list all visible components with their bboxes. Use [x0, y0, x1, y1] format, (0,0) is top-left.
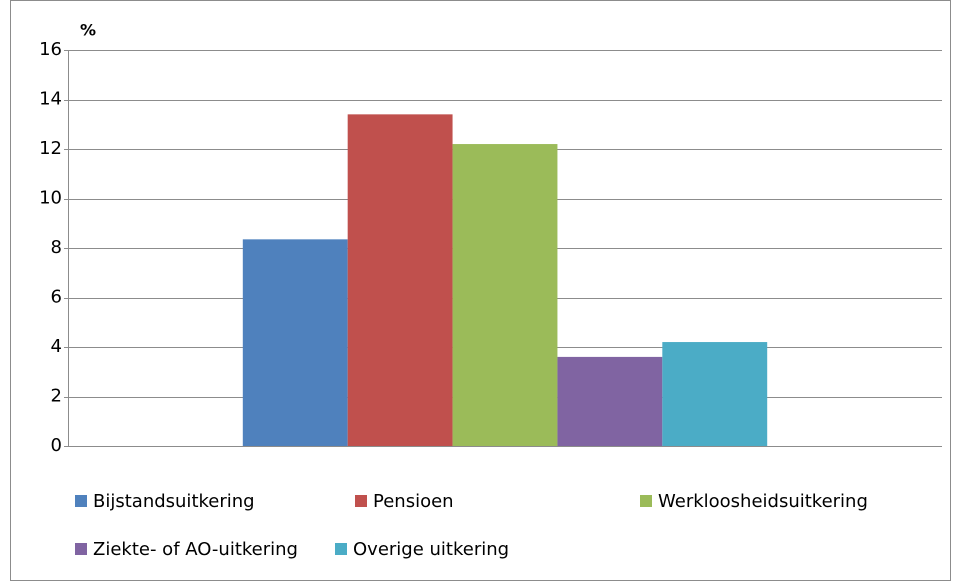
bar	[347, 114, 453, 446]
y-tick-label: 6	[51, 287, 62, 308]
y-tick-label: 12	[39, 138, 62, 159]
y-tick-label: 4	[51, 336, 62, 357]
legend-swatch	[640, 495, 652, 507]
y-tick-label: 0	[51, 435, 62, 456]
y-tick-label: 10	[39, 188, 62, 209]
y-tick-label: 2	[51, 386, 62, 407]
y-axis-label: %	[80, 21, 96, 40]
bar	[557, 356, 663, 446]
legend-label: Pensioen	[373, 491, 454, 512]
legend-swatch	[355, 495, 367, 507]
legend-label: Werkloosheidsuitkering	[658, 491, 868, 512]
legend-label: Bijstandsuitkering	[93, 491, 255, 512]
legend-swatch	[75, 495, 87, 507]
bar	[242, 239, 348, 446]
legend-label: Overige uitkering	[353, 539, 509, 560]
legend-swatch	[75, 543, 87, 555]
y-tick-label: 16	[39, 39, 62, 60]
bar	[662, 342, 768, 446]
legend-label: Ziekte- of AO-uitkering	[93, 539, 298, 560]
legend-swatch	[335, 543, 347, 555]
y-tick-label: 14	[39, 89, 62, 110]
y-tick-label: 8	[51, 237, 62, 258]
bar	[452, 144, 558, 447]
